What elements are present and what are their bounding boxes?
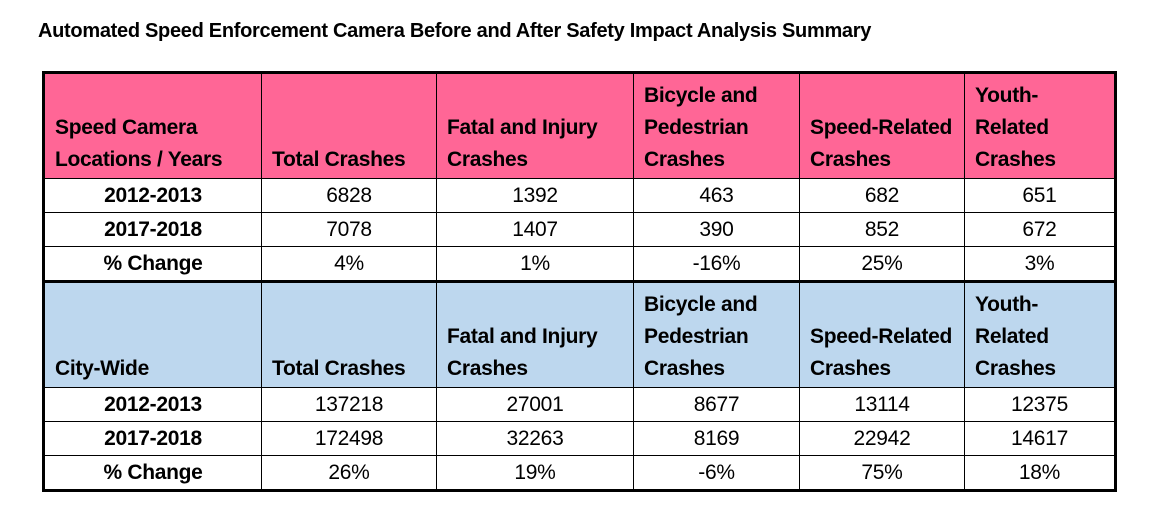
table-cell: 3% bbox=[964, 246, 1116, 282]
row-label: 2017-2018 bbox=[43, 212, 262, 247]
table-cell: 137218 bbox=[261, 387, 437, 422]
table-cell: 14617 bbox=[964, 421, 1116, 456]
column-header: Speed-Related Crashes bbox=[799, 72, 965, 179]
table-cell: 8677 bbox=[633, 387, 800, 422]
table-cell: 26% bbox=[261, 455, 437, 491]
table-cell: 1407 bbox=[436, 212, 634, 247]
column-header: Total Crashes bbox=[261, 280, 437, 388]
city-wide-header-row: City-Wide Total Crashes Fatal and Injury C… bbox=[43, 280, 1116, 388]
column-header: Fatal and Injury Crashes bbox=[436, 72, 634, 179]
column-header: Youth-Related Crashes bbox=[964, 72, 1116, 179]
column-header: Youth-Related Crashes bbox=[964, 280, 1116, 388]
column-header: Bicycle and Pedestrian Crashes bbox=[633, 280, 800, 388]
table-cell: 1392 bbox=[436, 178, 634, 213]
table-cell: 18% bbox=[964, 455, 1116, 491]
city-wide-table-row: 2017-2018 172498 32263 8169 22942 14617 bbox=[43, 421, 1116, 456]
table-cell: 1% bbox=[436, 246, 634, 282]
column-header: Bicycle and Pedestrian Crashes bbox=[633, 72, 800, 179]
column-header: Fatal and Injury Crashes bbox=[436, 280, 634, 388]
table-cell: 172498 bbox=[261, 421, 437, 456]
speed-camera-table-row: % Change 4% 1% -16% 25% 3% bbox=[43, 246, 1116, 282]
table-cell: 672 bbox=[964, 212, 1116, 247]
table-cell: 7078 bbox=[261, 212, 437, 247]
table-cell: 32263 bbox=[436, 421, 634, 456]
table-cell: 25% bbox=[799, 246, 965, 282]
row-label: 2012-2013 bbox=[43, 178, 262, 213]
table-cell: 8169 bbox=[633, 421, 800, 456]
document-title: Automated Speed Enforcement Camera Befor… bbox=[38, 20, 872, 42]
row-label: 2012-2013 bbox=[43, 387, 262, 422]
table-cell: 682 bbox=[799, 178, 965, 213]
column-header: City-Wide bbox=[43, 280, 262, 388]
speed-camera-header-row: Speed Camera Locations / Years Total Cras… bbox=[43, 72, 1116, 179]
table-cell: 22942 bbox=[799, 421, 965, 456]
row-label: % Change bbox=[43, 246, 262, 282]
city-wide-table-row: 2012-2013 137218 27001 8677 13114 12375 bbox=[43, 387, 1116, 422]
table-cell: 390 bbox=[633, 212, 800, 247]
column-header: Speed Camera Locations / Years bbox=[43, 72, 262, 179]
table-cell: -16% bbox=[633, 246, 800, 282]
table-cell: 463 bbox=[633, 178, 800, 213]
table-cell: 27001 bbox=[436, 387, 634, 422]
table-cell: 651 bbox=[964, 178, 1116, 213]
table-cell: -6% bbox=[633, 455, 800, 491]
table-cell: 6828 bbox=[261, 178, 437, 213]
speed-camera-table-row: 2012-2013 6828 1392 463 682 651 bbox=[43, 178, 1116, 213]
table-cell: 75% bbox=[799, 455, 965, 491]
column-header: Total Crashes bbox=[261, 72, 437, 179]
speed-camera-table-row: 2017-2018 7078 1407 390 852 672 bbox=[43, 212, 1116, 247]
table-cell: 4% bbox=[261, 246, 437, 282]
table-cell: 13114 bbox=[799, 387, 965, 422]
table-cell: 12375 bbox=[964, 387, 1116, 422]
table-cell: 852 bbox=[799, 212, 965, 247]
table-cell: 19% bbox=[436, 455, 634, 491]
crash-summary-table: Speed Camera Locations / Years Total Cras… bbox=[42, 71, 1117, 492]
row-label: % Change bbox=[43, 455, 262, 491]
row-label: 2017-2018 bbox=[43, 421, 262, 456]
city-wide-table-row: % Change 26% 19% -6% 75% 18% bbox=[43, 455, 1116, 491]
column-header: Speed-Related Crashes bbox=[799, 280, 965, 388]
